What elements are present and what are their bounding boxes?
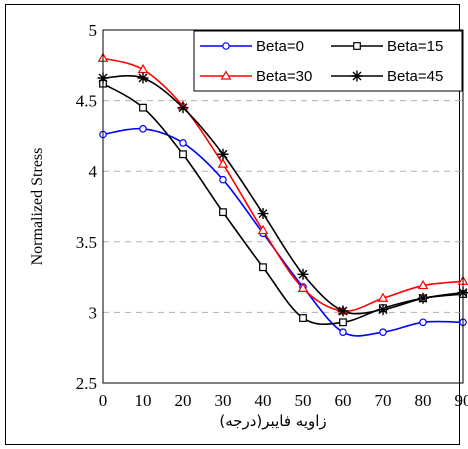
- data-point: [339, 328, 347, 336]
- y-tick-label: 3.5: [76, 233, 97, 252]
- grid-lines: [103, 100, 463, 313]
- x-tick-label: 0: [99, 391, 108, 410]
- data-point: [337, 305, 349, 317]
- data-point: [379, 328, 387, 336]
- series-line: [102, 82, 464, 326]
- x-tick-labels: 0 10 20 30 40 50 60 70 80 90: [99, 391, 468, 410]
- y-tick-label: 4.5: [76, 92, 97, 111]
- y-tick-labels: 2.5 3 3.5 4 4.5 5: [76, 21, 98, 393]
- x-tick-label: 40: [255, 391, 272, 410]
- plot-area: [102, 29, 464, 384]
- x-axis-title: زاویه فایبر(درجه): [219, 412, 326, 430]
- x-tick-label: 90: [455, 391, 468, 410]
- y-tick-label: 4: [89, 162, 98, 181]
- data-point: [299, 314, 307, 322]
- legend-label: Beta=15: [387, 38, 443, 55]
- x-tick-label: 20: [175, 391, 192, 410]
- legend-marker: [353, 42, 361, 50]
- data-point: [139, 103, 147, 112]
- y-tick-label: 2.5: [76, 374, 97, 393]
- series-line: [102, 57, 464, 312]
- legend-marker: [222, 42, 230, 50]
- series-markers: [97, 52, 468, 336]
- data-point: [139, 125, 147, 133]
- data-point: [419, 318, 427, 327]
- data-point: [137, 72, 149, 84]
- x-tick-label: 60: [335, 391, 352, 410]
- data-point: [297, 268, 309, 280]
- figure-frame: [5, 4, 460, 445]
- data-point: [339, 318, 347, 327]
- x-tick-label: 10: [135, 391, 152, 410]
- data-point: [219, 175, 227, 184]
- data-point: [297, 282, 309, 292]
- legend-label: Beta=30: [256, 68, 312, 85]
- data-point: [257, 224, 269, 235]
- data-point: [259, 263, 267, 272]
- y-axis-title: Normalized Stress: [29, 148, 46, 266]
- data-point: [377, 304, 389, 316]
- data-point: [179, 139, 187, 147]
- x-tick-label: 80: [415, 391, 432, 410]
- data-point: [217, 158, 229, 168]
- legend-box: [193, 30, 463, 92]
- legend-marker: [351, 70, 363, 82]
- x-tick-label: 70: [375, 391, 392, 410]
- data-point: [219, 208, 227, 217]
- data-point: [417, 279, 429, 290]
- legend: Beta=0 Beta=15 Beta=30 Beta=45: [193, 30, 463, 92]
- legend-label: Beta=0: [256, 38, 304, 55]
- x-tick-label: 50: [295, 391, 312, 410]
- y-tick-label: 3: [89, 303, 98, 322]
- data-point: [257, 208, 269, 220]
- data-point: [179, 150, 187, 159]
- data-point: [217, 148, 229, 160]
- series-line: [102, 75, 464, 315]
- x-tick-label: 30: [215, 391, 232, 410]
- series-curves: [102, 57, 464, 337]
- data-point: [177, 102, 189, 114]
- y-tick-label: 5: [89, 21, 98, 40]
- legend-marker: [220, 70, 232, 80]
- data-point: [377, 292, 389, 302]
- legend-label: Beta=45: [387, 68, 443, 85]
- series-line: [102, 127, 464, 337]
- data-point: [417, 292, 429, 304]
